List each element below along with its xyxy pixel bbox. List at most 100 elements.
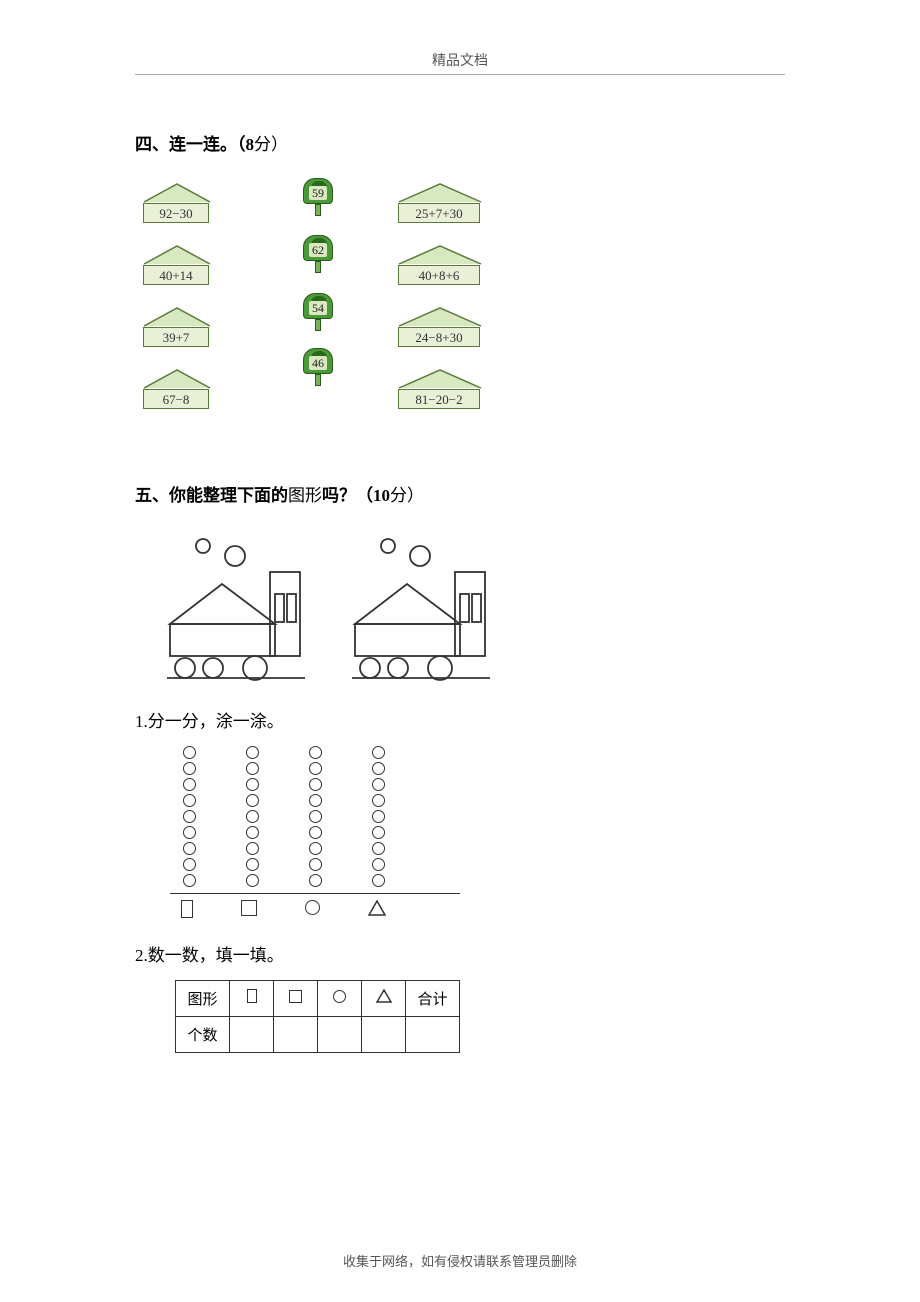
envelope-right-3[interactable]: 24−8+30 — [398, 307, 483, 347]
circle-marker — [372, 842, 385, 855]
circle-marker — [246, 826, 259, 839]
table-value-3[interactable] — [318, 1017, 362, 1053]
circle-marker — [372, 778, 385, 791]
table-row-values: 个数 — [176, 1017, 460, 1053]
page-header: 精品文档 — [135, 50, 785, 75]
circle-marker — [183, 762, 196, 775]
circle-marker — [246, 762, 259, 775]
circle-marker — [372, 762, 385, 775]
circle-marker — [372, 858, 385, 871]
circle-marker — [246, 810, 259, 823]
mailbox-2-label: 62 — [309, 243, 327, 257]
envelope-left-3[interactable]: 39+7 — [143, 307, 211, 347]
envelope-left-4-label: 67−8 — [143, 389, 209, 409]
shape-label-circle — [305, 900, 320, 915]
circle-marker — [372, 810, 385, 823]
envelope-left-3-label: 39+7 — [143, 327, 209, 347]
table-value-1[interactable] — [230, 1017, 274, 1053]
circle-marker — [246, 746, 259, 759]
circle-column-3 — [309, 746, 322, 887]
circle-marker — [372, 874, 385, 887]
table-value-total[interactable] — [406, 1017, 460, 1053]
s5-title-a: 五、你能整理下面的 — [135, 486, 288, 505]
s4-title-b: 分） — [254, 135, 288, 154]
section5-sub1: 1.分一分，涂一涂。 — [135, 707, 785, 732]
mailbox-4[interactable]: 46 — [303, 348, 333, 388]
count-table: 图形 合计 个数 — [175, 980, 460, 1053]
circle-marker — [183, 842, 196, 855]
mailbox-1-label: 59 — [309, 186, 327, 200]
s4-title-a: 四、连一连。（8 — [135, 135, 254, 154]
s5-title-d: 分） — [390, 486, 424, 505]
circle-marker — [183, 794, 196, 807]
mailbox-1[interactable]: 59 — [303, 178, 333, 218]
envelope-right-4[interactable]: 81−20−2 — [398, 369, 483, 409]
envelope-right-2-label: 40+8+6 — [398, 265, 480, 285]
circle-marker — [309, 874, 322, 887]
envelope-left-1[interactable]: 92−30 — [143, 183, 211, 223]
table-shape-1 — [230, 981, 274, 1017]
circle-marker — [246, 842, 259, 855]
circle-marker — [372, 746, 385, 759]
section5-title: 五、你能整理下面的图形吗？（10分） — [135, 481, 785, 506]
shape-label-row — [181, 900, 785, 921]
table-value-4[interactable] — [362, 1017, 406, 1053]
circle-marker — [309, 842, 322, 855]
table-row-header: 图形 合计 — [176, 981, 460, 1017]
circle-column-1 — [183, 746, 196, 887]
circle-marker — [246, 858, 259, 871]
mailbox-3[interactable]: 54 — [303, 293, 333, 333]
envelope-right-1[interactable]: 25+7+30 — [398, 183, 483, 223]
s5-title-c: 吗？（10 — [322, 486, 390, 505]
mailbox-4-label: 46 — [309, 356, 327, 370]
circle-marker — [309, 762, 322, 775]
envelope-left-1-label: 92−30 — [143, 203, 209, 223]
shape-label-thin-rect — [181, 900, 193, 918]
envelope-right-4-label: 81−20−2 — [398, 389, 480, 409]
envelope-left-4[interactable]: 67−8 — [143, 369, 211, 409]
envelope-right-3-label: 24−8+30 — [398, 327, 480, 347]
shape-label-square — [241, 900, 257, 916]
circle-marker — [309, 794, 322, 807]
envelope-right-2[interactable]: 40+8+6 — [398, 245, 483, 285]
table-shape-3 — [318, 981, 362, 1017]
mailbox-2[interactable]: 62 — [303, 235, 333, 275]
circle-marker — [183, 874, 196, 887]
connect-matching-area: 92−30 40+14 39+7 67−8 59 62 54 46 25+7+3… — [143, 183, 503, 433]
circle-marker — [309, 746, 322, 759]
circle-marker — [183, 826, 196, 839]
circle-marker — [309, 778, 322, 791]
circle-marker — [246, 874, 259, 887]
circle-marker — [183, 810, 196, 823]
table-shape-4 — [362, 981, 406, 1017]
circle-marker — [372, 794, 385, 807]
page-footer: 收集于网络，如有侵权请联系管理员删除 — [0, 1251, 920, 1270]
circle-marker — [309, 858, 322, 871]
table-total-label: 合计 — [406, 981, 460, 1017]
shape-label-triangle — [368, 900, 386, 921]
circle-marker — [372, 826, 385, 839]
circle-marker — [183, 746, 196, 759]
circle-marker — [246, 778, 259, 791]
circle-marker — [183, 778, 196, 791]
train-svg — [155, 534, 515, 684]
table-value-2[interactable] — [274, 1017, 318, 1053]
circle-column-4 — [372, 746, 385, 887]
section4-title: 四、连一连。（8分） — [135, 130, 785, 155]
train-shapes-figure — [155, 534, 785, 689]
table-row1-label: 图形 — [176, 981, 230, 1017]
envelope-right-1-label: 25+7+30 — [398, 203, 480, 223]
mailbox-3-label: 54 — [309, 301, 327, 315]
circle-marker — [309, 810, 322, 823]
circle-marker — [246, 794, 259, 807]
circle-column-2 — [246, 746, 259, 887]
s5-title-b: 图形 — [288, 486, 322, 505]
circle-columns — [183, 746, 785, 887]
envelope-left-2[interactable]: 40+14 — [143, 245, 211, 285]
table-row2-label: 个数 — [176, 1017, 230, 1053]
table-shape-2 — [274, 981, 318, 1017]
circle-marker — [309, 826, 322, 839]
circle-marker — [183, 858, 196, 871]
section5-sub2: 2.数一数，填一填。 — [135, 941, 785, 966]
circle-baseline — [170, 893, 460, 894]
